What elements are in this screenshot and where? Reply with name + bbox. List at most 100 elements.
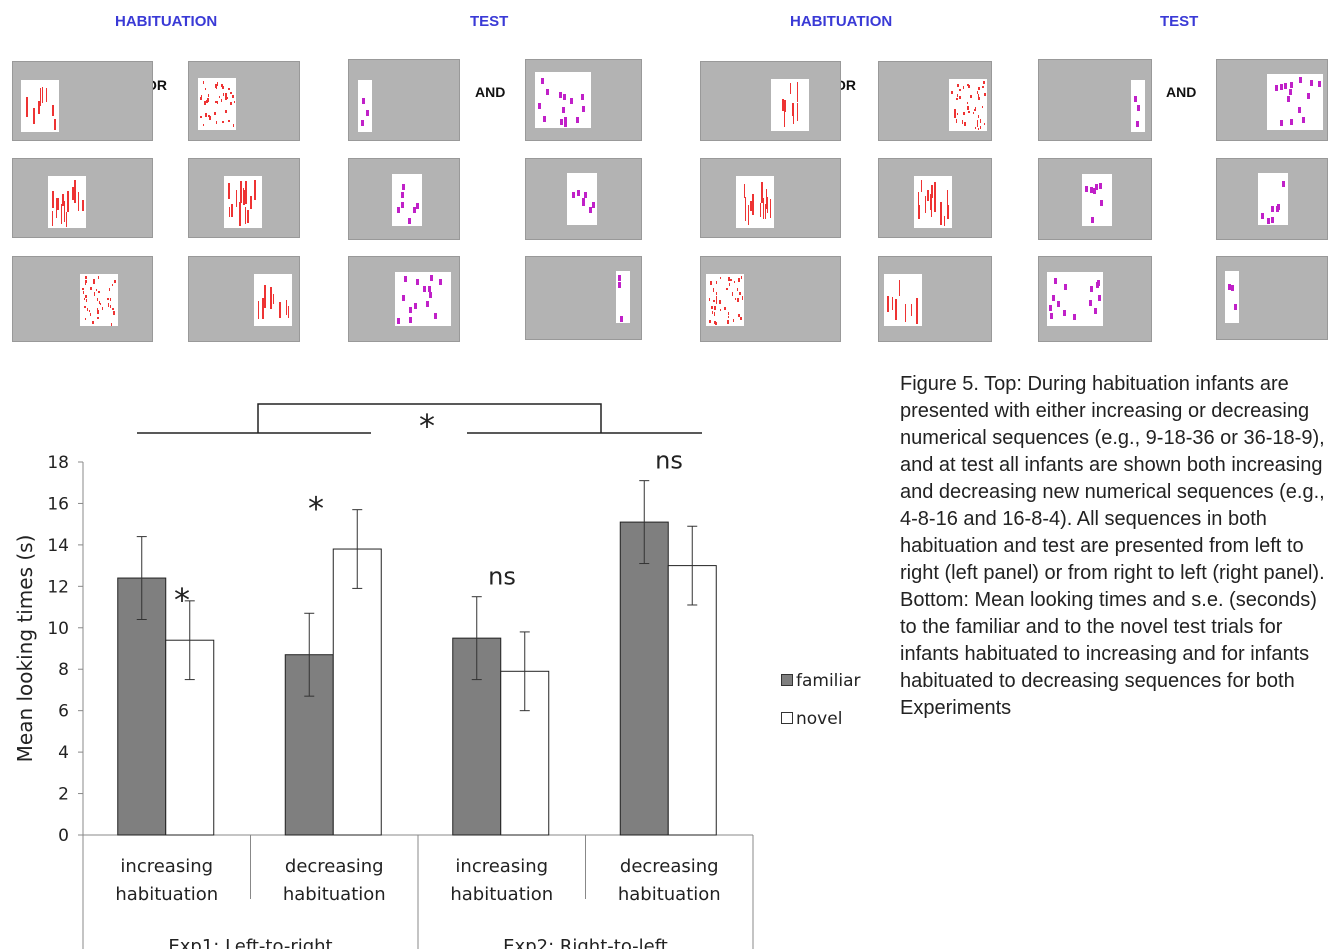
stimulus-element (783, 103, 786, 128)
stimulus-element (1274, 85, 1278, 92)
stimulus-element (84, 282, 87, 286)
stimulus-element (90, 287, 92, 290)
x-category-label: increasing habituation (450, 856, 553, 905)
stimulus-element (272, 293, 275, 305)
y-tick-label: 16 (47, 494, 69, 514)
stimulus-element (228, 183, 230, 199)
stimulus-element (287, 306, 290, 318)
stimulus-panel (1216, 256, 1328, 340)
stimulus-element (983, 122, 986, 126)
stimulus-element (984, 93, 986, 96)
stimulus-element (620, 315, 624, 322)
stimulus-card (48, 176, 86, 228)
stimulus-element (228, 206, 231, 218)
stimulus-element (983, 81, 985, 84)
stimulus-element (954, 108, 956, 112)
y-tick-label: 6 (58, 702, 69, 722)
stimulus-card (358, 80, 372, 132)
stimulus-card (1047, 272, 1103, 326)
stimulus-element (107, 297, 109, 301)
stimulus-element (216, 83, 219, 86)
stimulus-element (82, 290, 85, 294)
stimulus-element (84, 305, 86, 309)
stimulus-panel (525, 256, 642, 340)
stimulus-element (916, 298, 918, 320)
stimulus-element (1089, 299, 1093, 306)
stimulus-element (215, 120, 217, 125)
stimulus-element (618, 274, 622, 281)
stimulus-element (978, 87, 980, 90)
connector-and-right: AND (1166, 84, 1197, 100)
stimulus-element (1228, 284, 1232, 291)
stimulus-element (917, 191, 920, 213)
stimulus-element (428, 285, 432, 292)
stimulus-element (207, 98, 209, 102)
bar-familiar (619, 521, 669, 836)
stimulus-element (1089, 187, 1093, 194)
stimulus-element (943, 215, 946, 227)
stimulus-element (979, 125, 982, 129)
stimulus-card (1131, 80, 1145, 132)
stimulus-element (931, 184, 933, 199)
stimulus-element (930, 193, 932, 211)
stimulus-element (225, 92, 227, 97)
stimulus-element (733, 280, 736, 283)
stimulus-element (403, 275, 407, 282)
stimulus-panel (188, 158, 300, 238)
stimulus-element (247, 209, 249, 224)
stimulus-element (222, 120, 224, 124)
x-category-label: decreasing habituation (283, 856, 386, 905)
stimulus-element (782, 99, 784, 111)
stimulus-card (1258, 173, 1288, 225)
x-group-label: Exp2: Right-to-left (503, 936, 668, 949)
stimulus-element (85, 299, 88, 303)
stimulus-element (96, 307, 99, 312)
stimulus-element (1052, 295, 1056, 302)
stimulus-element (1281, 180, 1285, 187)
stimulus-element (976, 123, 979, 128)
stimulus-element (737, 298, 739, 303)
stimulus-element (934, 193, 936, 212)
stimulus-element (571, 192, 575, 199)
stimulus-element (231, 204, 233, 218)
stimulus-element (762, 197, 765, 219)
stimulus-element (243, 189, 245, 206)
stimulus-element (412, 206, 416, 213)
stimulus-panel (525, 158, 642, 240)
stimulus-panel (700, 61, 841, 141)
stimulus-element (222, 93, 225, 96)
stimulus-element (264, 284, 266, 308)
stimulus-element (747, 204, 750, 226)
stimulus-card (198, 78, 236, 130)
stimulus-element (244, 207, 247, 224)
stimulus-element (959, 88, 961, 92)
stimulus-element (416, 278, 419, 285)
stimulus-element (214, 84, 217, 89)
stimulus-element (592, 201, 596, 208)
stimulus-element (1279, 83, 1283, 90)
stimulus-element (228, 87, 230, 90)
stimulus-element (110, 322, 113, 327)
stimulus-card (224, 176, 262, 228)
stimulus-element (209, 116, 211, 120)
stimulus-element (581, 94, 585, 101)
stimulus-element (719, 300, 721, 304)
stimulus-element (1094, 184, 1098, 191)
y-axis-label: Mean looking times (s) (13, 535, 37, 763)
stimulus-element (365, 109, 369, 116)
stimulus-element (940, 202, 942, 226)
stimulus-panel (1216, 158, 1328, 240)
stimulus-element (1271, 217, 1275, 224)
stimulus-element (226, 96, 228, 100)
stimulus-element (750, 200, 752, 212)
y-tick-label: 14 (47, 536, 69, 556)
stimulus-element (715, 292, 718, 295)
stimulus-element (1297, 106, 1301, 113)
stimulus-element (710, 280, 712, 285)
stimulus-element (416, 203, 420, 209)
stimulus-element (759, 202, 762, 218)
stimulus-element (239, 202, 241, 226)
stimulus-card (567, 173, 597, 225)
stimulus-element (225, 110, 227, 114)
stimulus-card (706, 274, 744, 326)
